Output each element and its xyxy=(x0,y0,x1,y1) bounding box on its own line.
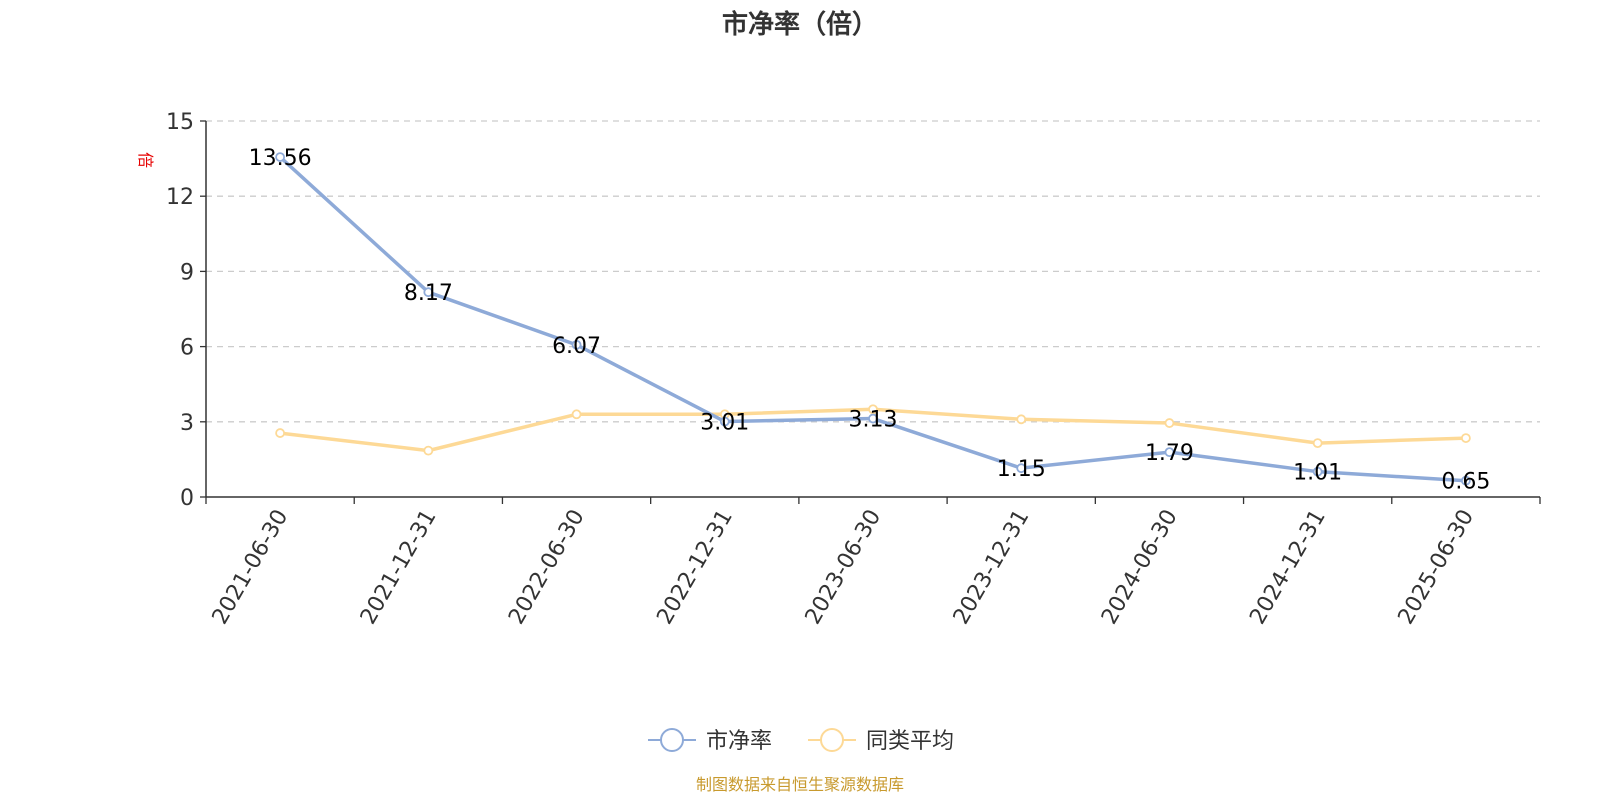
data-point-0 xyxy=(571,339,582,350)
x-tick-label: 2021-12-31 xyxy=(356,506,442,629)
data-point-0 xyxy=(1312,466,1323,477)
legend-label-0: 市净率 xyxy=(706,729,772,754)
legend[interactable]: 市净率 同类平均 xyxy=(648,728,954,754)
data-label: 1.79 xyxy=(1145,441,1194,466)
data-point-1 xyxy=(275,428,286,438)
data-label: 1.15 xyxy=(997,457,1046,482)
y-tick-label: 12 xyxy=(166,185,194,210)
legend-marker-0 xyxy=(660,728,684,752)
axes: 0 3 6 9 12 15 2021-06-30 2021-12-31 2022-06-30 20… xyxy=(166,110,1541,629)
data-label: 6.07 xyxy=(552,334,601,359)
data-point-1 xyxy=(423,445,434,456)
x-tick-label: 2024-12-31 xyxy=(1245,506,1331,629)
y-tick-label: 3 xyxy=(180,411,194,436)
data-label: 13.56 xyxy=(249,146,312,171)
x-tick-label: 2023-06-30 xyxy=(801,506,887,629)
data-point-1 xyxy=(571,409,582,420)
x-tick-label: 2025-06-30 xyxy=(1394,506,1480,629)
series-layer: 13.56 8.17 6.07 3.01 3.13 1.15 1.79 1.01 0.65 xyxy=(249,146,1491,495)
y-tick-label: 9 xyxy=(180,260,194,285)
x-tick-label: 2022-06-30 xyxy=(504,506,590,629)
data-point-0 xyxy=(1164,447,1175,458)
x-tick-label: 2023-12-31 xyxy=(949,506,1035,629)
legend-marker-1 xyxy=(820,728,844,752)
data-point-1 xyxy=(1460,433,1471,443)
data-point-1 xyxy=(1312,438,1323,449)
legend-label-1: 同类平均 xyxy=(866,729,954,754)
data-point-0 xyxy=(423,287,434,298)
data-label: 3.13 xyxy=(849,408,898,433)
data-label: 1.01 xyxy=(1293,461,1342,486)
data-point-0 xyxy=(868,413,878,424)
y-tick-label: 15 xyxy=(166,110,194,135)
data-label: 0.65 xyxy=(1441,470,1490,495)
y-tick-label: 0 xyxy=(180,486,194,511)
x-tick-label: 2024-06-30 xyxy=(1097,506,1183,629)
data-point-0 xyxy=(1460,475,1471,486)
data-point-0 xyxy=(275,152,286,162)
data-label: 3.01 xyxy=(700,411,749,436)
chart-title: 市净率（倍） xyxy=(722,9,878,40)
data-point-1 xyxy=(1164,418,1175,428)
data-point-0 xyxy=(719,416,730,427)
source-note: 制图数据来自恒生聚源数据库 xyxy=(696,775,904,794)
data-point-1 xyxy=(868,404,878,415)
y-axis-unit: 倍 xyxy=(136,152,155,168)
grid-lines xyxy=(206,120,1540,423)
data-point-0 xyxy=(1016,463,1027,474)
y-tick-label: 6 xyxy=(180,336,194,361)
x-tick-label: 2021-06-30 xyxy=(208,506,294,629)
data-point-1 xyxy=(1016,414,1027,425)
data-label: 8.17 xyxy=(404,281,453,306)
x-tick-label: 2022-12-31 xyxy=(652,506,738,629)
